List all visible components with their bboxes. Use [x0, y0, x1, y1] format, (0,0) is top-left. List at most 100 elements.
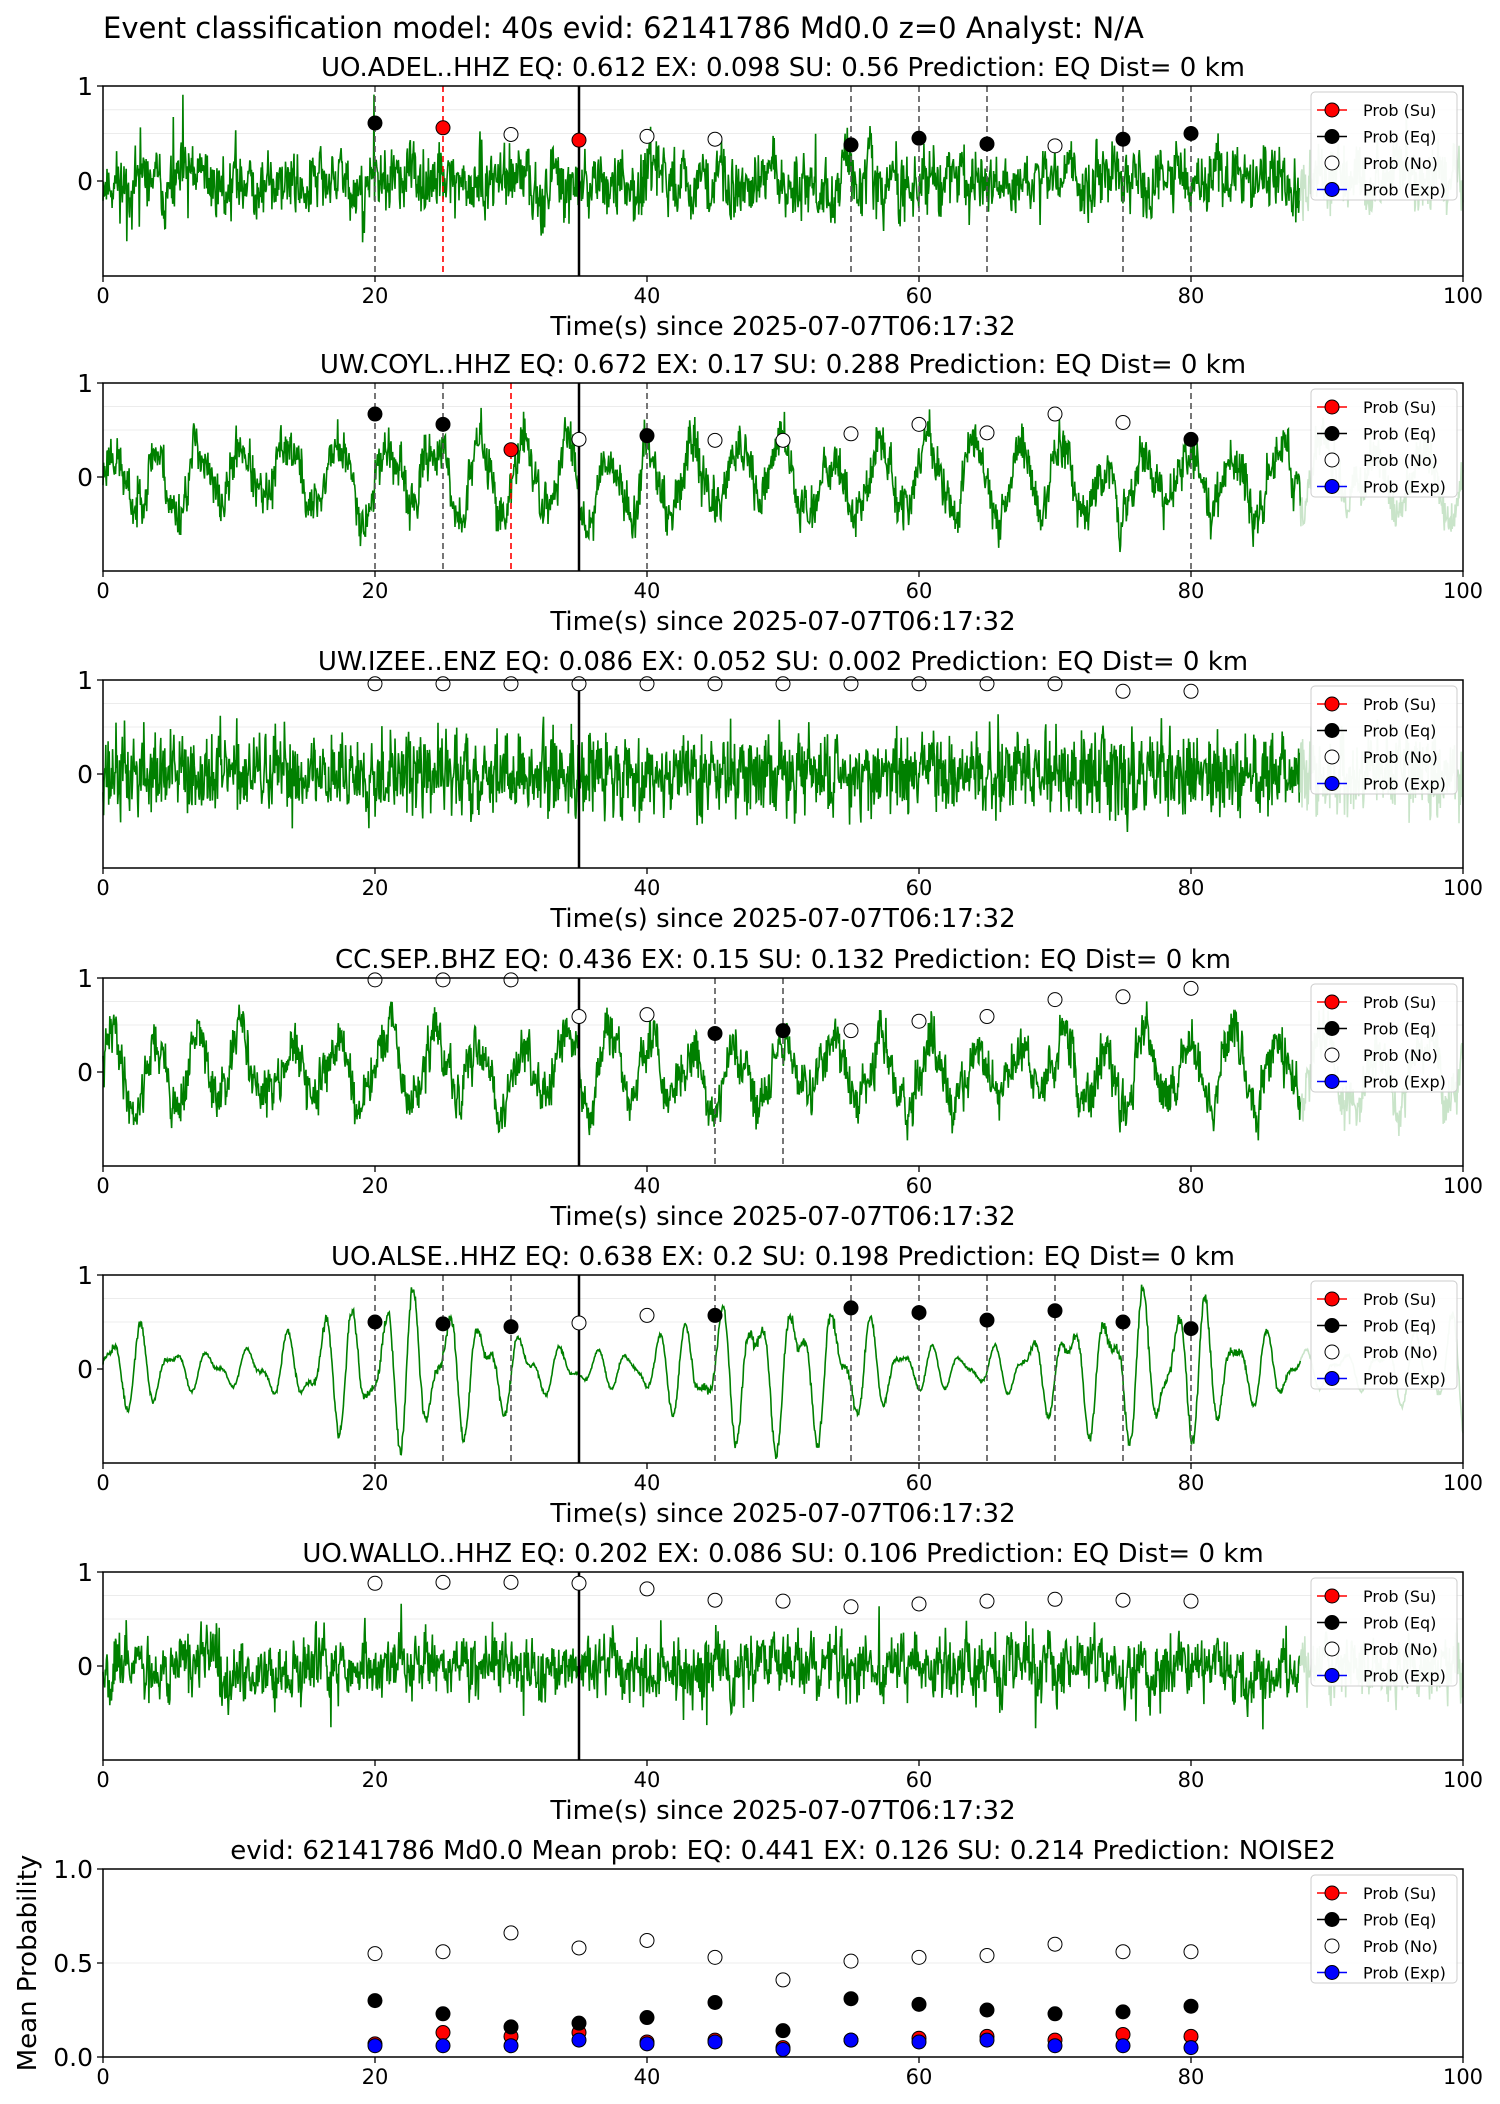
- x-tick-label: 40: [634, 284, 661, 308]
- legend-label: Prob (Eq): [1363, 1317, 1436, 1336]
- x-tick-label: 20: [362, 1768, 389, 1792]
- legend-box: [1310, 91, 1458, 201]
- prob-marker: [571, 431, 587, 447]
- prob-marker: [571, 1575, 587, 1591]
- x-tick-label: 80: [1178, 876, 1205, 900]
- x-tick-label: 20: [362, 2065, 389, 2089]
- x-tick-label: 20: [362, 579, 389, 603]
- legend-marker: [1324, 1371, 1340, 1386]
- legend-marker: [1324, 1588, 1340, 1604]
- legend-marker: [1324, 479, 1340, 494]
- axes-frame: [102, 382, 1464, 572]
- prob-marker: [979, 676, 995, 692]
- prob-marker: [979, 136, 995, 152]
- prob-marker: [1115, 1592, 1131, 1608]
- mean-prob-marker: [775, 1972, 791, 1988]
- prob-marker: [911, 416, 927, 432]
- x-tick-label: 40: [634, 1174, 661, 1198]
- x-tick-label: 60: [906, 1768, 933, 1792]
- legend-label: Prob (Eq): [1363, 722, 1436, 741]
- x-axis-label: Time(s) since 2025-07-07T06:17:32: [549, 1202, 1015, 1232]
- x-tick-label: 60: [906, 284, 933, 308]
- legend-marker: [1324, 102, 1340, 118]
- legend-label: Prob (Exp): [1363, 1964, 1446, 1983]
- y-tick-label: 0: [77, 167, 93, 196]
- mean-prob-marker: [367, 1993, 383, 2009]
- prob-marker: [1115, 131, 1131, 147]
- prob-marker: [1047, 1303, 1063, 1319]
- legend-box: [1310, 983, 1458, 1093]
- chart-panel-3: UW.IZEE..ENZ EQ: 0.086 EX: 0.052 SU: 0.0…: [77, 647, 1483, 934]
- mean-prob-marker: [503, 1925, 519, 1941]
- y-tick-label: 1: [77, 1261, 93, 1290]
- prob-marker: [503, 972, 519, 988]
- chart-panel-1: UO.ADEL..HHZ EQ: 0.612 EX: 0.098 SU: 0.5…: [77, 53, 1483, 342]
- prob-marker: [911, 1013, 927, 1029]
- mean-prob-marker: [775, 2041, 791, 2057]
- legend-box: [1310, 685, 1458, 795]
- prob-marker: [843, 1300, 859, 1316]
- prob-marker: [571, 676, 587, 692]
- mean-prob-marker: [435, 2025, 451, 2041]
- prob-marker: [911, 130, 927, 146]
- legend-label: Prob (Eq): [1363, 1614, 1436, 1633]
- legend-marker: [1324, 1885, 1340, 1901]
- y-tick-label: 0.0: [53, 2043, 93, 2072]
- legend-marker: [1324, 1074, 1340, 1089]
- x-tick-label: 20: [362, 1174, 389, 1198]
- prob-marker: [979, 1009, 995, 1025]
- x-tick-label: 80: [1178, 2065, 1205, 2089]
- mean-prob-marker: [1115, 1944, 1131, 1960]
- legend-label: Prob (Su): [1363, 993, 1436, 1012]
- prob-marker: [1115, 989, 1131, 1005]
- legend-label: Prob (No): [1363, 154, 1438, 173]
- legend-label: Prob (Exp): [1363, 1667, 1446, 1686]
- legend-marker: [1324, 776, 1340, 791]
- mean-prob-marker: [503, 2038, 519, 2054]
- x-axis-label: Time(s) since 2025-07-07T06:17:32: [549, 1499, 1015, 1529]
- legend-marker: [1324, 1965, 1340, 1980]
- mean-prob-marker: [1183, 1998, 1199, 2014]
- prob-marker: [979, 1593, 995, 1609]
- waveform-trace: [102, 1603, 1302, 1730]
- x-tick-label: 0: [96, 1471, 109, 1495]
- legend: Prob (Su) Prob (Eq) Prob (No) Prob (Exp): [1310, 1874, 1458, 1984]
- prob-marker: [911, 1596, 927, 1612]
- mean-prob-marker: [707, 2034, 723, 2050]
- prob-marker: [503, 1319, 519, 1335]
- mean-prob-marker: [775, 2023, 791, 2039]
- prob-marker: [1115, 683, 1131, 699]
- prob-marker: [435, 972, 451, 988]
- prob-marker: [1183, 683, 1199, 699]
- legend: Prob (Su) Prob (Eq) Prob (No) Prob (Exp): [1310, 91, 1458, 201]
- prob-marker: [435, 416, 451, 432]
- mean-prob-marker: [911, 1996, 927, 2012]
- mean-prob-marker: [571, 1940, 587, 1956]
- legend-marker: [1324, 749, 1340, 765]
- prob-marker: [1183, 431, 1199, 447]
- mean-prob-marker: [1047, 1936, 1063, 1952]
- prob-marker: [707, 676, 723, 692]
- mean-prob-marker: [1047, 2038, 1063, 2054]
- prob-marker: [775, 1593, 791, 1609]
- y-tick-label: 1: [77, 1558, 93, 1587]
- y-tick-label: 1: [77, 666, 93, 695]
- mean-prob-marker: [503, 2019, 519, 2035]
- legend-label: Prob (Eq): [1363, 425, 1436, 444]
- y-axis-label: Mean Probability: [13, 1855, 43, 2072]
- x-tick-label: 40: [634, 579, 661, 603]
- x-tick-label: 0: [96, 1174, 109, 1198]
- prob-marker: [1183, 980, 1199, 996]
- prob-marker: [1047, 138, 1063, 154]
- prob-marker: [707, 432, 723, 448]
- x-tick-label: 100: [1443, 1768, 1483, 1792]
- legend-box: [1310, 1280, 1458, 1390]
- legend-marker: [1324, 452, 1340, 468]
- prob-marker: [1183, 126, 1199, 141]
- prob-marker: [639, 676, 655, 692]
- prob-marker: [503, 442, 519, 458]
- prob-marker: [1047, 406, 1063, 422]
- legend-marker: [1324, 1641, 1340, 1657]
- legend-label: Prob (No): [1363, 1343, 1438, 1362]
